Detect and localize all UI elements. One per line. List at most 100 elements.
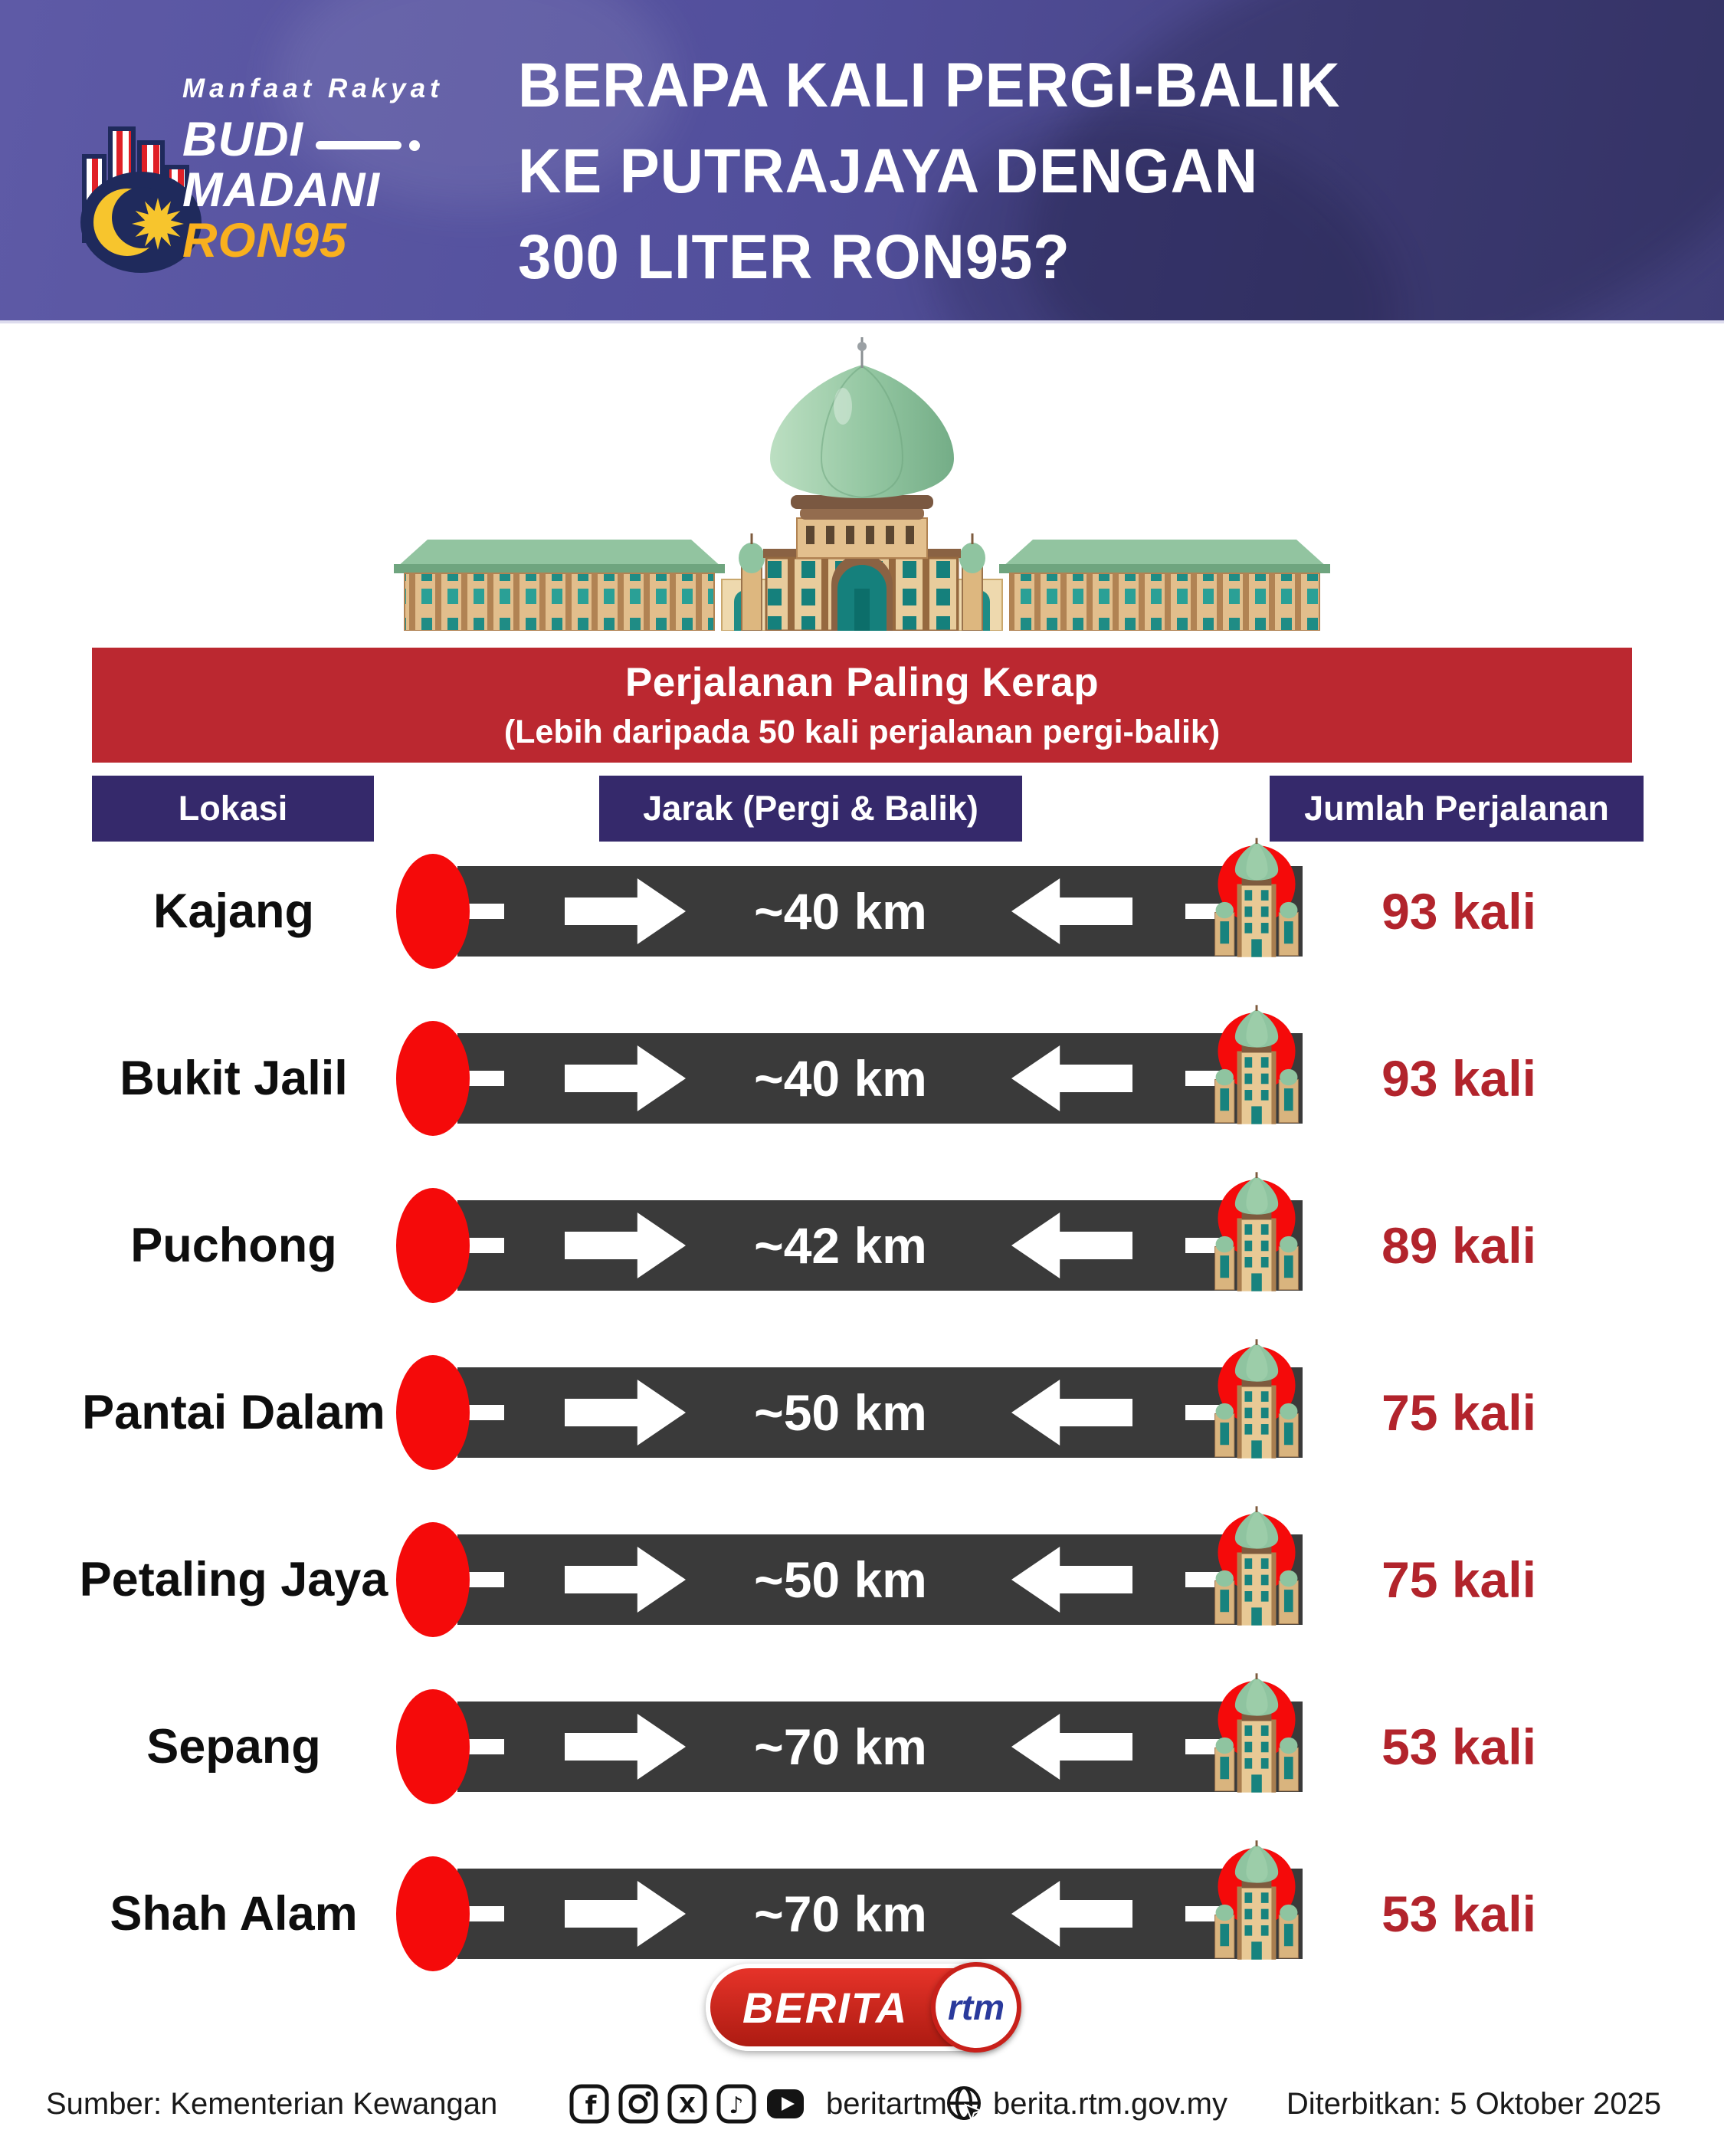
putrajaya-building-illustration bbox=[394, 337, 1330, 631]
tiktok-icon: ♪ bbox=[716, 2084, 756, 2124]
arrow-right-icon bbox=[565, 1380, 686, 1446]
distance-label: ~70 km bbox=[754, 1718, 927, 1775]
table-row: Pantai Dalam ~50 km 75 kali bbox=[0, 1329, 1724, 1496]
road-dash bbox=[1185, 1071, 1219, 1086]
arrow-right-icon bbox=[565, 1213, 686, 1278]
putrajaya-building-icon bbox=[1205, 1004, 1309, 1125]
arrow-left-icon bbox=[1011, 1547, 1132, 1613]
table-row: Shah Alam ~70 km 53 kali bbox=[0, 1830, 1724, 1997]
table-row: Sepang ~70 km 53 kali bbox=[0, 1663, 1724, 1830]
instagram-icon bbox=[618, 2084, 658, 2124]
road-bar: ~70 km bbox=[457, 1702, 1303, 1792]
location-label: Kajang bbox=[152, 884, 315, 938]
road-dash bbox=[1185, 904, 1219, 919]
road-dash bbox=[469, 904, 504, 919]
trips-count: 53 kali bbox=[1381, 1885, 1536, 1942]
logo-brand-line2: MADANI bbox=[182, 163, 380, 217]
location-label: Puchong bbox=[130, 1219, 337, 1272]
arrow-right-icon bbox=[565, 1547, 686, 1613]
trips-count: 75 kali bbox=[1381, 1551, 1536, 1608]
origin-marker bbox=[396, 1355, 470, 1470]
road-bar: ~50 km bbox=[457, 1534, 1303, 1625]
section-subtitle: (Lebih daripada 50 kali perjalanan pergi… bbox=[503, 714, 1221, 750]
distance-label: ~42 km bbox=[754, 1217, 927, 1274]
road-bar: ~40 km bbox=[457, 1033, 1303, 1124]
section-banner: Perjalanan Paling Kerap (Lebih daripada … bbox=[92, 648, 1632, 763]
origin-marker bbox=[396, 1689, 470, 1804]
origin-marker bbox=[396, 1522, 470, 1637]
logo-tagline: Manfaat Rakyat bbox=[182, 74, 444, 103]
road-dash bbox=[469, 1906, 504, 1921]
location-label: Bukit Jalil bbox=[120, 1052, 348, 1105]
road-dash bbox=[1185, 1572, 1219, 1587]
youtube-icon bbox=[767, 2089, 804, 2118]
column-header-trips: Jumlah Perjalanan bbox=[1270, 776, 1644, 842]
arrow-left-icon bbox=[1011, 1714, 1132, 1780]
origin-marker bbox=[396, 854, 470, 969]
logo-dot-decoration bbox=[409, 140, 420, 151]
logo-dash-decoration bbox=[316, 141, 402, 149]
x-icon: X bbox=[667, 2084, 707, 2124]
putrajaya-building-icon bbox=[1205, 1839, 1309, 1961]
published-date: Diterbitkan: 5 Oktober 2025 bbox=[1286, 2086, 1661, 2121]
logo-brand-line3: RON95 bbox=[182, 214, 348, 267]
source-credit: Sumber: Kementerian Kewangan bbox=[46, 2086, 498, 2121]
logo-brand-line1: BUDI bbox=[182, 112, 420, 167]
rtm-badge-text: rtm bbox=[947, 1987, 1005, 2027]
arrow-left-icon bbox=[1011, 1881, 1132, 1947]
svg-text:♪: ♪ bbox=[729, 2092, 743, 2119]
budi-madani-logo-icon bbox=[80, 126, 202, 273]
putrajaya-building-icon bbox=[1205, 1338, 1309, 1459]
social-handle: beritartm bbox=[826, 2086, 947, 2121]
table-row: Kajang ~40 km 93 kali bbox=[0, 828, 1724, 995]
origin-marker bbox=[396, 1856, 470, 1971]
facebook-icon: f bbox=[569, 2084, 609, 2124]
road-dash bbox=[1185, 1906, 1219, 1921]
page-title: BERAPA KALI PERGI-BALIK KE PUTRAJAYA DEN… bbox=[518, 43, 1384, 300]
website-url: berita.rtm.gov.my bbox=[993, 2086, 1227, 2121]
road-dash bbox=[1185, 1405, 1219, 1420]
arrow-right-icon bbox=[565, 878, 686, 944]
table-row: Petaling Jaya ~50 km 75 kali bbox=[0, 1496, 1724, 1663]
distance-label: ~50 km bbox=[754, 1551, 927, 1608]
arrow-left-icon bbox=[1011, 1380, 1132, 1446]
road-bar: ~42 km bbox=[457, 1200, 1303, 1291]
arrow-right-icon bbox=[565, 1714, 686, 1780]
logo-brand-text: BUDI bbox=[182, 113, 303, 166]
putrajaya-building-icon bbox=[1205, 1505, 1309, 1626]
photo-highlight-decoration bbox=[276, 0, 674, 207]
trips-count: 53 kali bbox=[1381, 1718, 1536, 1775]
table-row: Puchong ~42 km 89 kali bbox=[0, 1162, 1724, 1329]
title-line: 300 LITER RON95? bbox=[518, 222, 1070, 292]
distance-label: ~50 km bbox=[754, 1384, 927, 1441]
trips-count: 93 kali bbox=[1381, 883, 1536, 940]
road-bar: ~40 km bbox=[457, 866, 1303, 957]
trips-count: 89 kali bbox=[1381, 1217, 1536, 1274]
road-dash bbox=[469, 1071, 504, 1086]
berita-logo-text: BERITA bbox=[742, 1983, 909, 2032]
origin-marker bbox=[396, 1188, 470, 1303]
location-label: Petaling Jaya bbox=[79, 1553, 388, 1606]
road-dash bbox=[469, 1238, 504, 1253]
location-label: Pantai Dalam bbox=[82, 1386, 385, 1439]
distance-label: ~70 km bbox=[754, 1885, 927, 1942]
arrow-left-icon bbox=[1011, 1213, 1132, 1278]
arrow-left-icon bbox=[1011, 1045, 1132, 1111]
svg-text:X: X bbox=[679, 2092, 696, 2118]
title-line: KE PUTRAJAYA DENGAN bbox=[518, 136, 1259, 206]
road-dash bbox=[469, 1572, 504, 1587]
arrow-right-icon bbox=[565, 1045, 686, 1111]
putrajaya-building-icon bbox=[1205, 837, 1309, 958]
origin-marker bbox=[396, 1021, 470, 1136]
putrajaya-building-icon bbox=[1205, 1672, 1309, 1793]
footer: Sumber: Kementerian Kewangan f X ♪ bbox=[0, 2069, 1724, 2146]
putrajaya-building-icon bbox=[1205, 1171, 1309, 1292]
berita-rtm-logo: BERITA rtm bbox=[706, 1962, 1021, 2053]
column-header-distance: Jarak (Pergi & Balik) bbox=[599, 776, 1022, 842]
road-dash bbox=[469, 1739, 504, 1754]
distance-label: ~40 km bbox=[754, 1050, 927, 1107]
title-line: BERAPA KALI PERGI-BALIK bbox=[518, 51, 1341, 120]
trips-table: Kajang ~40 km 93 kali Bukit Jalil ~40 km bbox=[0, 828, 1724, 1997]
road-dash bbox=[1185, 1739, 1219, 1754]
